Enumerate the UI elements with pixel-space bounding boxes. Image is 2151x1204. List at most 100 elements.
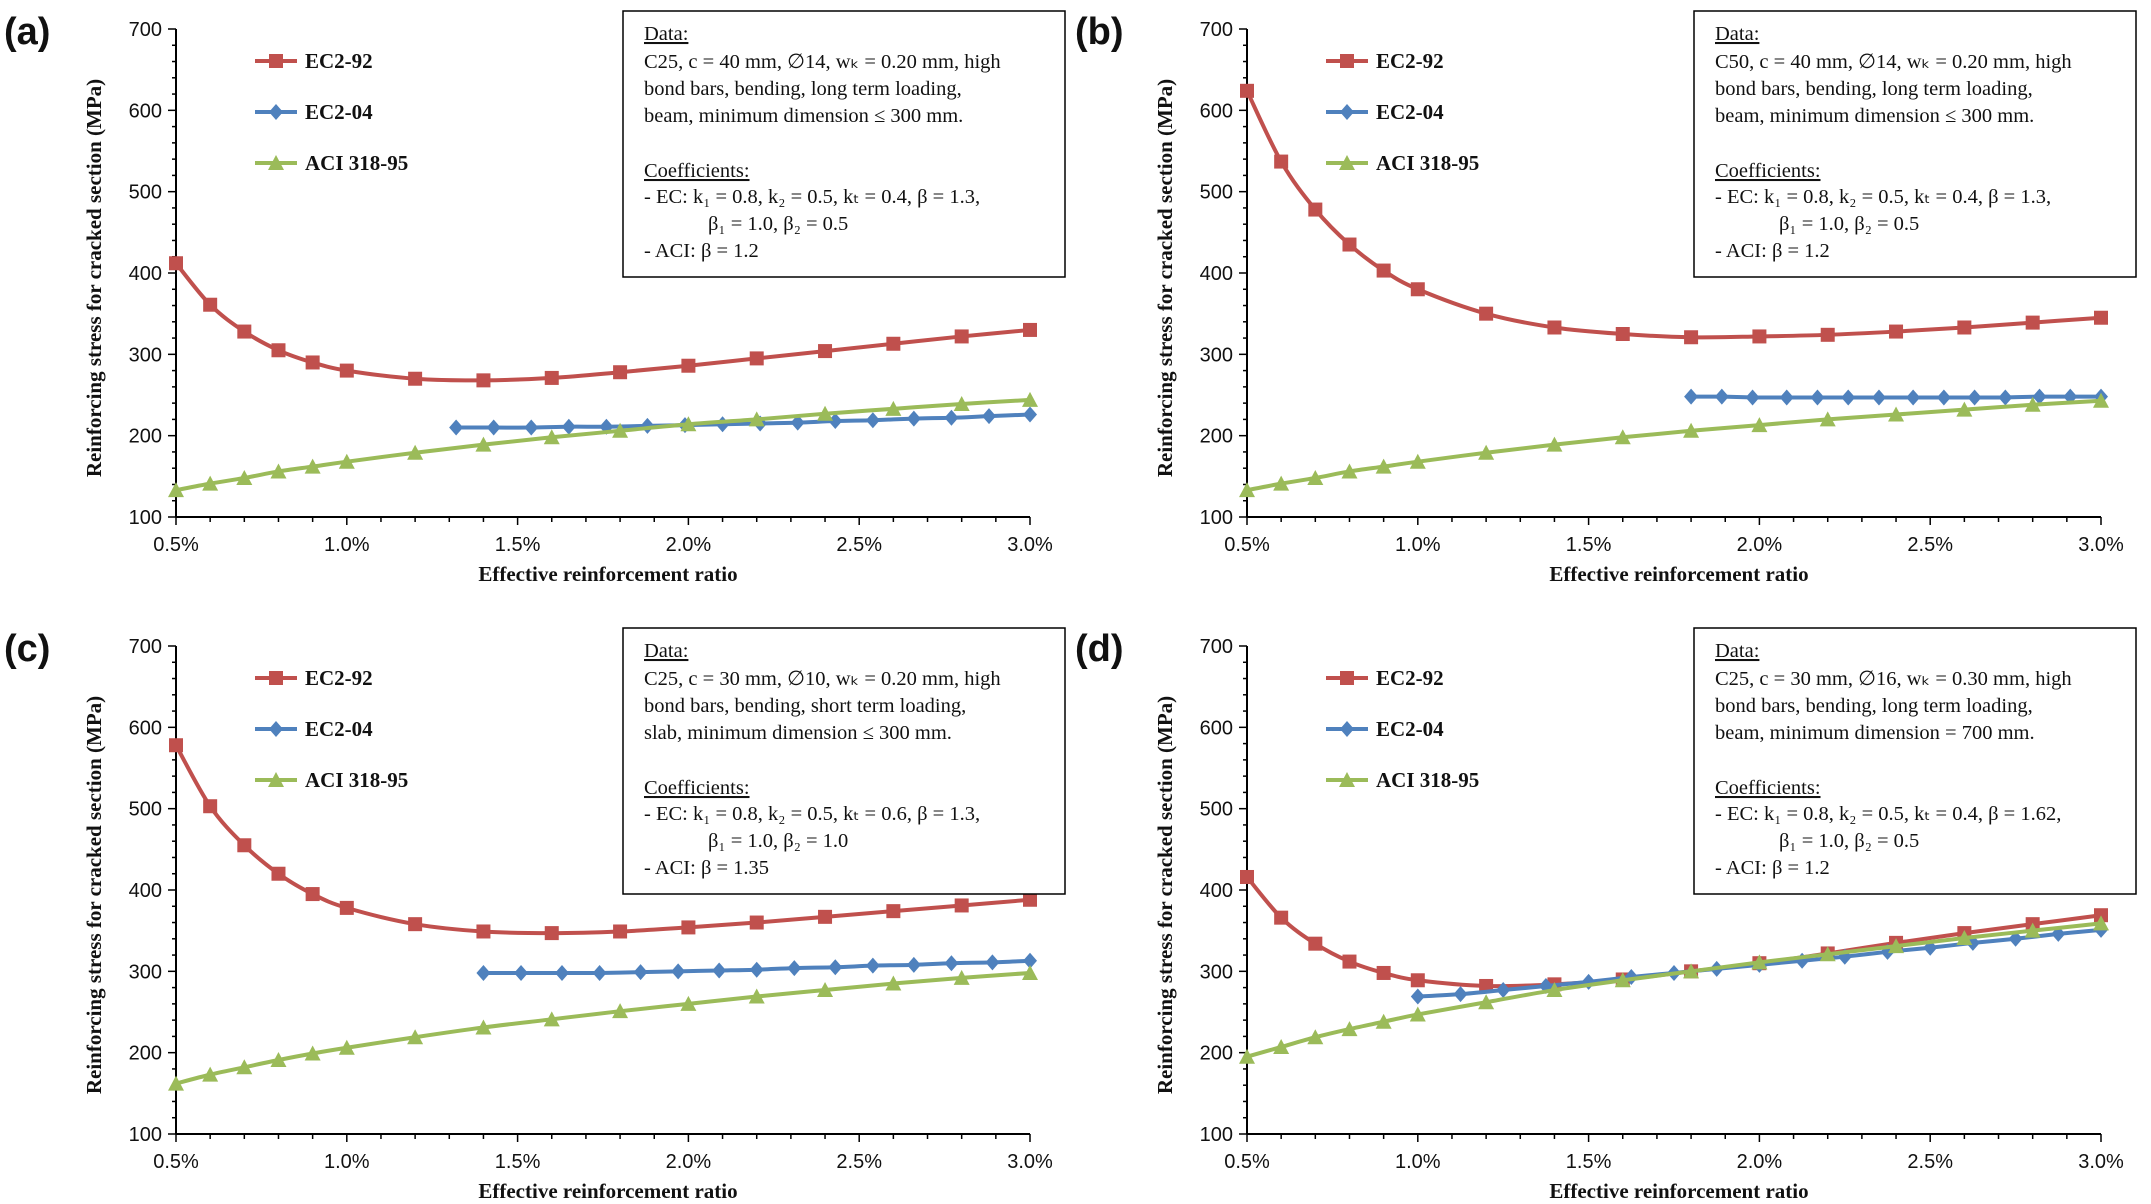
data-point: [544, 926, 559, 941]
y-tick-label: 400: [129, 263, 162, 285]
panel-label: (c): [4, 628, 50, 670]
data-point: [1614, 972, 1631, 988]
data-point: [1410, 988, 1425, 1005]
data-point: [613, 365, 628, 380]
series-line: [456, 412, 1031, 430]
x-axis-label: Effective reinforcement ratio: [478, 1179, 737, 1203]
data-point: [1409, 453, 1426, 469]
data-point: [1308, 202, 1323, 217]
data-point: [1546, 436, 1563, 452]
data-point: [544, 370, 559, 385]
data-point: [1752, 329, 1767, 344]
data-point: [338, 1039, 355, 1055]
data-point: [270, 463, 287, 479]
data-point: [1546, 982, 1563, 998]
data-point: [1779, 389, 1794, 406]
data-heading: Data:: [1715, 640, 1759, 662]
annotation-border: [622, 10, 1066, 278]
x-tick-label: 2.5%: [836, 1151, 882, 1173]
legend-label: EC2-04: [305, 717, 373, 741]
data-point: [885, 400, 902, 416]
series-aci-318-95: [1239, 915, 2109, 1064]
data-line: C25, c = 30 mm, ∅16, wₖ = 0.30 mm, high: [1715, 668, 2072, 690]
data-point: [1998, 389, 2013, 406]
data-point: [1819, 411, 1836, 427]
data-point: [1409, 1006, 1426, 1022]
x-tick-label: 2.0%: [666, 534, 712, 556]
data-point: [1888, 406, 1905, 422]
coefficient-line: - ACI: β = 1.2: [1715, 857, 1830, 879]
data-point: [169, 738, 183, 753]
data-point: [865, 957, 880, 974]
x-tick-label: 2.5%: [1907, 1151, 1953, 1173]
data-point: [1547, 320, 1562, 335]
coefficient-line: - ACI: β = 1.2: [644, 240, 759, 262]
data-point: [2094, 310, 2108, 325]
coefficient-line: - EC: k₁ = 0.8, k₂ = 0.5, kₜ = 0.4, β = …: [1715, 803, 2061, 825]
data-point: [787, 960, 802, 977]
data-line: beam, minimum dimension ≤ 300 mm.: [1715, 105, 2034, 127]
legend-marker: [269, 54, 283, 68]
coefficient-line: - EC: k₁ = 0.8, k₂ = 0.5, kₜ = 0.4, β = …: [644, 186, 980, 208]
data-point: [749, 915, 764, 930]
x-tick-label: 2.5%: [836, 534, 882, 556]
data-point: [680, 416, 697, 432]
annotation-box: Data: C50, c = 40 mm, ∅14, wₖ = 0.20 mm, …: [1693, 10, 2137, 278]
x-tick-label: 0.5%: [153, 1151, 199, 1173]
x-tick-label: 2.0%: [666, 1151, 712, 1173]
y-tick-label: 700: [129, 19, 162, 41]
data-point: [1888, 938, 1905, 954]
data-point: [203, 799, 218, 814]
x-tick-label: 0.5%: [153, 534, 199, 556]
y-tick-label: 500: [129, 182, 162, 204]
x-tick-label: 1.0%: [324, 534, 370, 556]
legend-marker: [269, 721, 283, 737]
annotation-border: [1693, 10, 2137, 278]
y-tick-label: 100: [1200, 1124, 1233, 1146]
data-point: [407, 1029, 424, 1045]
panel-a: (a) 100 200 300 400 500 600 700 0.5% 1.0% 1.5% 2.0%…: [4, 10, 1066, 586]
data-point: [954, 329, 969, 344]
data-point: [1308, 936, 1323, 951]
legend-label: EC2-04: [1376, 100, 1444, 124]
data-point: [449, 419, 464, 436]
y-tick-label: 300: [1200, 961, 1233, 983]
data-point: [305, 887, 320, 902]
data-point: [885, 975, 902, 991]
data-point: [1751, 417, 1768, 433]
data-point: [270, 1051, 287, 1067]
data-point: [555, 964, 570, 981]
data-point: [906, 956, 921, 973]
y-tick-label: 500: [1200, 799, 1233, 821]
series-ec2-92: [169, 256, 1037, 388]
legend-label: EC2-92: [1376, 666, 1444, 690]
data-point: [748, 411, 765, 427]
data-point: [475, 436, 492, 452]
data-point: [202, 475, 219, 491]
data-point: [1240, 869, 1254, 884]
data-point: [475, 1019, 492, 1035]
x-tick-label: 1.5%: [495, 1151, 541, 1173]
data-point: [339, 363, 354, 378]
data-point: [1614, 429, 1631, 445]
coefficient-line: β₁ = 1.0, β₂ = 0.5: [1779, 830, 1919, 852]
y-tick-label: 700: [1200, 636, 1233, 658]
data-point: [1022, 391, 1038, 407]
coefficient-line: β₁ = 1.0, β₂ = 0.5: [1779, 213, 1919, 235]
data-point: [1478, 994, 1495, 1010]
data-point: [1496, 982, 1511, 999]
data-heading: Data:: [644, 23, 688, 45]
data-point: [985, 954, 1000, 971]
data-point: [1342, 237, 1357, 252]
data-point: [1820, 327, 1835, 342]
y-tick-label: 700: [1200, 19, 1233, 41]
y-tick-label: 200: [129, 426, 162, 448]
data-point: [1410, 282, 1425, 297]
x-tick-label: 3.0%: [2078, 1151, 2124, 1173]
y-tick-label: 400: [129, 880, 162, 902]
data-point: [1889, 324, 1904, 339]
data-point: [1342, 954, 1357, 969]
coefficient-line: - EC: k₁ = 0.8, k₂ = 0.5, kₜ = 0.6, β = …: [644, 803, 980, 825]
data-point: [168, 1075, 184, 1091]
data-point: [1683, 422, 1700, 438]
